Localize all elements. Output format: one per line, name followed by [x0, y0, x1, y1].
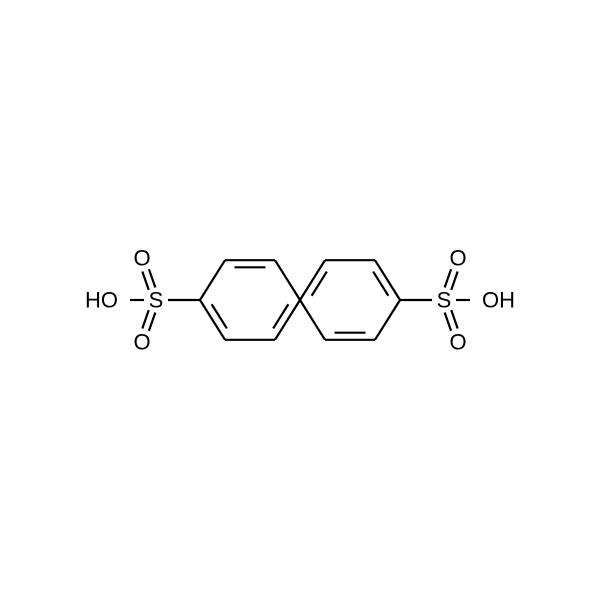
svg-text:OH: OH [482, 288, 515, 313]
molecule-diagram: SOOHOSOOOH [0, 0, 600, 600]
svg-text:S: S [149, 288, 164, 313]
svg-text:HO: HO [85, 288, 118, 313]
svg-text:S: S [437, 288, 452, 313]
svg-text:O: O [449, 246, 466, 271]
svg-text:O: O [449, 330, 466, 355]
svg-text:O: O [133, 246, 150, 271]
svg-text:O: O [133, 330, 150, 355]
